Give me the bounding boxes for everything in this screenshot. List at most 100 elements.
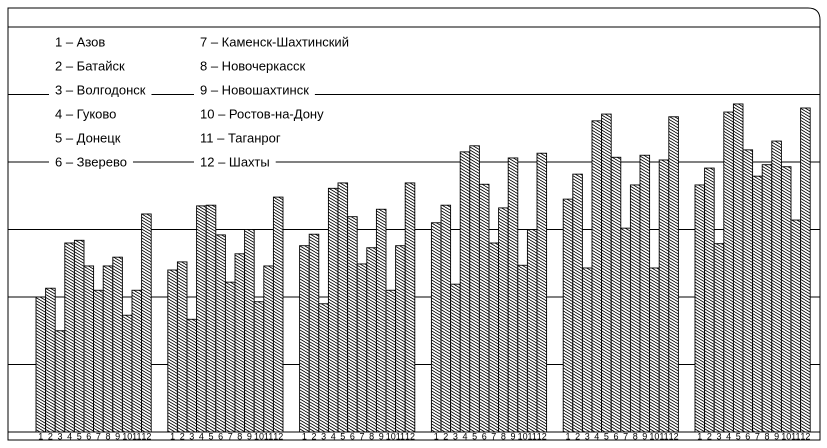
x-tick-label: 4	[199, 431, 204, 441]
bar	[263, 265, 274, 433]
bar	[704, 167, 715, 433]
x-tick-label: 2	[707, 431, 712, 441]
bar	[517, 264, 528, 433]
x-tick-label: 8	[237, 431, 242, 441]
bar	[629, 184, 641, 433]
x-tick-label: 4	[331, 431, 336, 441]
bar	[430, 222, 442, 433]
x-tick-label: 7	[491, 431, 496, 441]
x-tick-label: 8	[501, 431, 506, 441]
bar	[54, 330, 66, 433]
bar	[752, 175, 763, 433]
x-tick-label: 12	[273, 431, 283, 441]
bar	[440, 204, 452, 433]
legend-entry: 11 – Таганрог	[200, 130, 281, 145]
x-tick-label: 10	[254, 431, 264, 441]
bar	[375, 208, 387, 433]
bar	[639, 154, 651, 433]
x-tick-label: 8	[633, 431, 638, 441]
legend-entry: 7 – Каменск-Шахтинский	[200, 34, 349, 49]
x-tick-label: 9	[510, 431, 515, 441]
legend-background	[194, 58, 312, 76]
bar	[366, 247, 377, 433]
bar	[205, 204, 217, 433]
bar	[318, 303, 329, 433]
x-tick-label: 9	[247, 431, 252, 441]
x-tick-label: 11	[528, 431, 537, 441]
bar	[395, 245, 406, 433]
bar	[64, 242, 75, 433]
legend-entry: 5 – Донецк	[55, 130, 121, 145]
bar	[761, 164, 773, 433]
x-tick-label: 5	[77, 431, 82, 441]
x-tick-label: 4	[67, 431, 72, 441]
bar	[385, 289, 397, 433]
x-tick-label: 8	[369, 431, 374, 441]
legend-entry: 6 – Зверево	[55, 154, 127, 169]
bar	[347, 216, 358, 433]
x-tick-label: 3	[57, 431, 62, 441]
x-tick-label: 2	[180, 431, 185, 441]
legend-entry: 4 – Гуково	[55, 106, 116, 121]
x-tick-label: 6	[613, 431, 618, 441]
bar	[507, 157, 519, 433]
legend-entry: 1 – Азов	[55, 34, 105, 49]
bar	[244, 229, 255, 433]
x-tick-label: 3	[189, 431, 194, 441]
x-tick-label: 10	[122, 431, 132, 441]
bar	[668, 116, 679, 433]
bar	[234, 253, 246, 433]
x-tick-label: 1	[302, 431, 307, 441]
legend-background	[49, 154, 133, 172]
x-tick-label: 9	[115, 431, 120, 441]
x-tick-label: 1	[697, 431, 702, 441]
bar	[601, 113, 612, 433]
legend-background	[49, 58, 131, 76]
x-tick-label: 5	[208, 431, 213, 441]
bar	[658, 159, 670, 433]
bar	[272, 196, 284, 433]
bar	[771, 140, 782, 433]
legend-background	[49, 82, 152, 100]
bar	[327, 187, 339, 433]
x-tick-label: 3	[716, 431, 721, 441]
bar	[299, 245, 310, 433]
bar	[610, 156, 622, 433]
x-tick-label: 5	[472, 431, 477, 441]
x-tick-label: 2	[443, 431, 448, 441]
bar	[141, 213, 152, 433]
x-tick-label: 12	[537, 431, 547, 441]
x-tick-label: 1	[565, 431, 570, 441]
bar	[649, 267, 660, 433]
legend-background	[194, 34, 355, 52]
bar	[404, 182, 416, 433]
legend-entry: 12 – Шахты	[200, 154, 270, 169]
x-tick-label: 12	[141, 431, 151, 441]
x-tick-label: 1	[434, 431, 439, 441]
x-tick-label: 10	[386, 431, 396, 441]
x-tick-label: 5	[736, 431, 741, 441]
x-tick-label: 3	[585, 431, 590, 441]
x-tick-label: 11	[132, 431, 141, 441]
x-tick-label: 9	[774, 431, 779, 441]
x-tick-label: 8	[764, 431, 769, 441]
bar	[469, 145, 480, 433]
x-tick-label: 5	[604, 431, 609, 441]
x-tick-label: 3	[453, 431, 458, 441]
bar	[498, 207, 509, 433]
x-tick-label: 7	[228, 431, 233, 441]
bar	[224, 281, 236, 433]
bar	[450, 283, 461, 433]
x-tick-label: 12	[800, 431, 810, 441]
bar	[459, 151, 471, 433]
bar	[102, 265, 114, 433]
legend-entry: 3 – Волгодонск	[55, 82, 146, 97]
x-tick-label: 1	[170, 431, 175, 441]
x-tick-label: 12	[669, 431, 679, 441]
legend-background	[194, 154, 276, 172]
bar	[790, 219, 802, 433]
x-tick-label: 6	[86, 431, 91, 441]
x-tick-label: 11	[659, 431, 668, 441]
x-tick-label: 4	[726, 431, 731, 441]
bar	[591, 120, 603, 433]
